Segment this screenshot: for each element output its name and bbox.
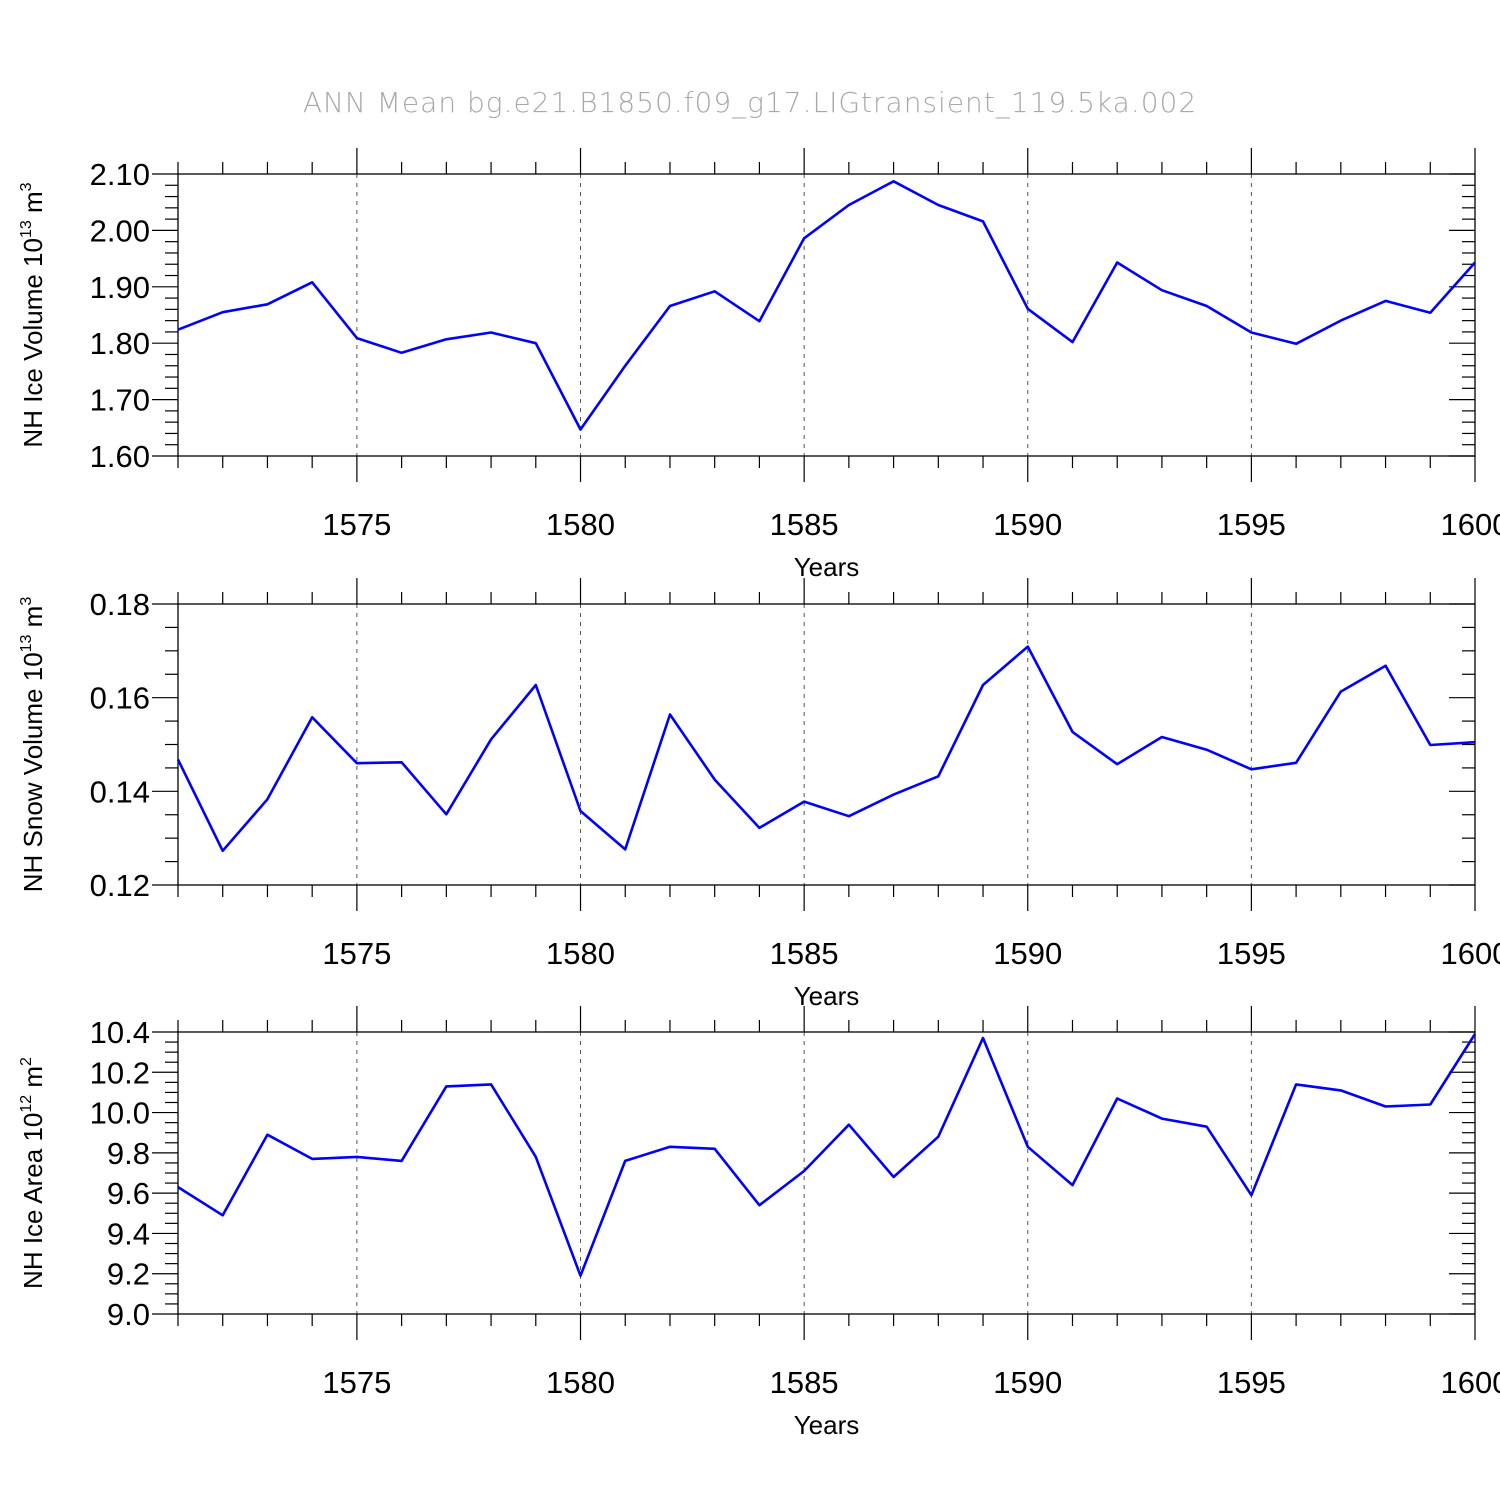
x-tick-label: 1590 [993,507,1062,542]
y-tick-label: 0.12 [90,868,150,903]
y-axis-label-part: m [18,1066,48,1095]
y-axis-label-part: m [18,606,48,635]
x-tick-label: 1595 [1217,507,1286,542]
x-tick-label: 1575 [322,507,391,542]
y-tick-label: 0.16 [90,681,150,716]
y-tick-label: 9.4 [107,1216,150,1251]
y-axis-label: NH Snow Volume 1013 m3 [18,597,48,893]
chart-panel-1: 1.60 1.70 1.80 1.90 2.00 2.10 1575 1580 1585 1590… [18,148,1500,582]
y-tick-label: 10.4 [90,1015,150,1050]
x-tick-label: 1595 [1217,936,1286,971]
y-tick-label: 9.8 [107,1136,150,1171]
x-tick-label: 1585 [770,936,839,971]
y-axis-label-superscript: 13 [18,634,35,652]
panels: 1.60 1.70 1.80 1.90 2.00 2.10 1575 1580 1585 1590… [18,148,1500,1440]
y-tick-label: 1.80 [90,326,150,361]
y-axis-label-superscript: 3 [18,182,35,191]
x-tick-label: 1600 [1441,507,1500,542]
series-line [177,1033,1477,1277]
y-axis-label-part: NH Ice Area 10 [18,1113,48,1289]
y-axis-label-superscript: 3 [18,597,35,606]
y-tick-label: 10.2 [90,1055,150,1090]
y-tick-label: 1.90 [90,270,150,305]
chart-panel-3: 9.0 9.2 9.4 9.6 9.8 10.0 10.2 10.4 1575 1580 1585 1… [18,1006,1500,1440]
y-axis-label-part: NH Ice Volume 10 [18,238,48,448]
y-axis-label-part: NH Snow Volume 10 [18,652,48,892]
x-tick-label: 1580 [546,507,615,542]
y-axis-label-part: m [18,191,48,220]
y-tick-label: 9.6 [107,1176,150,1211]
y-axis-label: NH Ice Area 1012 m2 [18,1057,48,1289]
series-line [176,645,1476,853]
x-tick-label: 1590 [993,936,1062,971]
x-tick-label: 1600 [1441,1365,1500,1400]
y-tick-label: 0.14 [90,774,150,809]
y-tick-label: 0.18 [90,587,150,622]
figure-title: ANN Mean bg.e21.B1850.f09_g17.LIGtransie… [303,86,1197,120]
y-tick-label: 9.2 [107,1257,150,1292]
chart-panel-2: 0.12 0.14 0.16 0.18 1575 1580 1585 1590 1595 1600… [18,578,1500,1011]
x-axis-label: Years [794,1410,860,1440]
y-tick-label: 1.60 [90,439,150,474]
y-tick-label: 2.00 [90,213,150,248]
y-tick-label: 9.0 [107,1297,150,1332]
series-line [177,180,1476,431]
y-axis-label-superscript: 12 [18,1095,35,1113]
plot-frame [177,173,1476,457]
x-tick-label: 1595 [1217,1365,1286,1400]
plot-frame [177,1031,1476,1315]
plot-frame [177,603,1476,886]
x-tick-label: 1580 [546,1365,615,1400]
x-tick-label: 1590 [993,1365,1062,1400]
x-tick-label: 1575 [322,936,391,971]
x-tick-label: 1575 [322,1365,391,1400]
x-tick-label: 1585 [770,1365,839,1400]
x-axis-label: Years [794,552,860,582]
y-tick-label: 2.10 [90,157,150,192]
y-axis-label-superscript: 2 [18,1057,35,1066]
y-axis-label-superscript: 13 [18,220,35,238]
y-tick-label: 10.0 [90,1096,150,1131]
x-tick-label: 1600 [1441,936,1500,971]
y-tick-label: 1.70 [90,383,150,418]
y-axis-label: NH Ice Volume 1013 m3 [18,182,48,447]
x-tick-label: 1580 [546,936,615,971]
x-tick-label: 1585 [770,507,839,542]
